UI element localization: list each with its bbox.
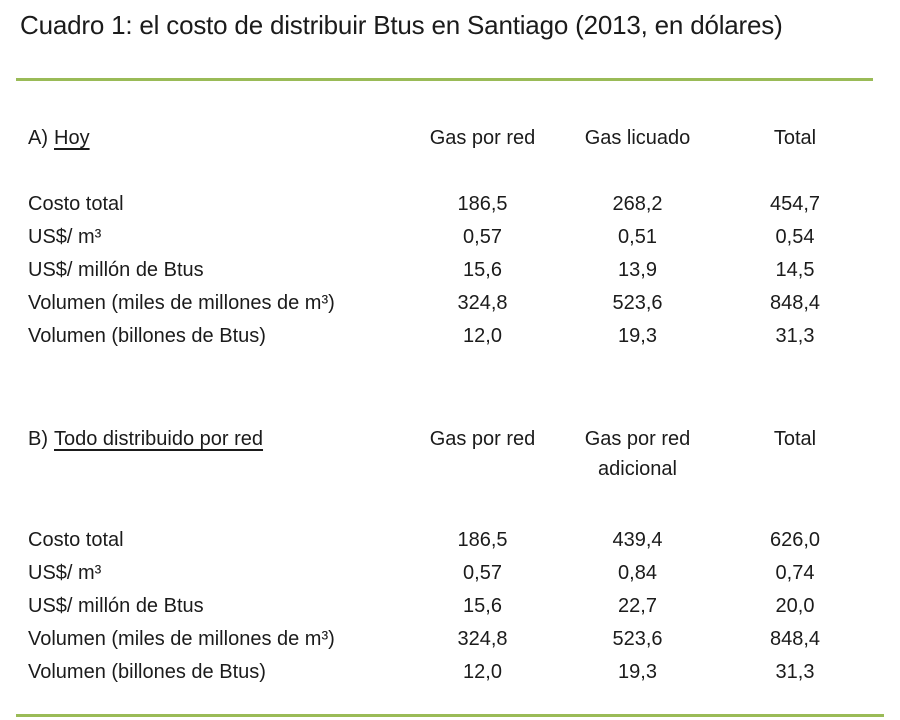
table-b-header-row: B) Todo distribuido por red Gas por red G…	[28, 424, 870, 527]
column-header: Gas por red adicional	[555, 424, 720, 527]
table-row: US$/ m³ 0,57 0,84 0,74	[28, 560, 870, 593]
table-row: US$/ m³ 0,57 0,51 0,54	[28, 224, 870, 257]
table-b: B) Todo distribuido por red Gas por red G…	[28, 424, 870, 692]
row-label: Volumen (billones de Btus)	[28, 661, 266, 683]
table-row: Volumen (miles de millones de m³) 324,8 …	[28, 290, 870, 323]
column-header-line: Gas por red	[429, 127, 536, 149]
table-a: A) Hoy Gas por red Gas licuado Total	[28, 123, 870, 356]
cell-value: 0,84	[618, 562, 657, 584]
section-b-prefix: B)	[28, 428, 48, 450]
row-label: Volumen (billones de Btus)	[28, 325, 266, 347]
row-label: Volumen (miles de millones de m³)	[28, 628, 335, 650]
cell-value: 523,6	[612, 628, 663, 650]
section-a-name: Hoy	[54, 127, 90, 149]
section-b-name: Todo distribuido por red	[54, 428, 264, 450]
cell-value: 0,54	[775, 226, 815, 248]
cell-value: 324,8	[457, 628, 508, 650]
cell-value: 186,5	[457, 529, 508, 551]
column-header: Gas licuado	[555, 123, 720, 191]
cell-value: 12,0	[463, 325, 502, 347]
column-header-line: Gas por red	[584, 428, 691, 450]
row-label: Costo total	[28, 529, 124, 551]
row-label: US$/ m³	[28, 562, 102, 584]
table-row: Volumen (billones de Btus) 12,0 19,3 31,…	[28, 323, 870, 356]
table-row: Costo total 186,5 268,2 454,7	[28, 191, 870, 224]
row-label: US$/ millón de Btus	[28, 595, 204, 617]
cell-value: 22,7	[618, 595, 657, 617]
cell-value: 848,4	[769, 628, 821, 650]
cell-value: 15,6	[463, 259, 502, 281]
cell-value: 15,6	[463, 595, 502, 617]
column-header-line: Total	[773, 127, 817, 149]
column-header-line: adicional	[598, 458, 677, 480]
row-label: US$/ millón de Btus	[28, 259, 204, 281]
cell-value: 848,4	[769, 292, 821, 314]
cell-value: 0,57	[463, 562, 502, 584]
cell-value: 13,9	[618, 259, 657, 281]
cell-value: 0,74	[775, 562, 815, 584]
cell-value: 268,2	[612, 193, 663, 215]
table-row: Volumen (billones de Btus) 12,0 19,3 31,…	[28, 659, 870, 692]
cell-value: 31,3	[775, 325, 815, 347]
column-header-line: Gas por red	[429, 428, 536, 450]
cell-value: 12,0	[463, 661, 502, 683]
cell-value: 454,7	[769, 193, 821, 215]
column-header: Gas por red	[410, 424, 555, 527]
table-row: US$/ millón de Btus 15,6 13,9 14,5	[28, 257, 870, 290]
cell-value: 439,4	[612, 529, 663, 551]
section-a-prefix: A)	[28, 127, 48, 149]
column-header: Total	[720, 424, 870, 527]
cell-value: 0,51	[618, 226, 657, 248]
row-label: US$/ m³	[28, 226, 102, 248]
cell-value: 523,6	[612, 292, 663, 314]
column-header-line: Total	[773, 428, 817, 450]
column-header-line: Gas licuado	[584, 127, 691, 149]
cell-value: 626,0	[769, 529, 821, 551]
cell-value: 0,57	[463, 226, 502, 248]
cell-value: 20,0	[775, 595, 815, 617]
section-a-table: A) Hoy Gas por red Gas licuado Total	[28, 123, 870, 356]
column-header: Gas por red	[410, 123, 555, 191]
table-row: Volumen (miles de millones de m³) 324,8 …	[28, 626, 870, 659]
table-row: Costo total 186,5 439,4 626,0	[28, 527, 870, 560]
cell-value: 324,8	[457, 292, 508, 314]
section-b-heading: B) Todo distribuido por red	[28, 424, 410, 527]
table-row: US$/ millón de Btus 15,6 22,7 20,0	[28, 593, 870, 626]
table-a-header-row: A) Hoy Gas por red Gas licuado Total	[28, 123, 870, 191]
bottom-divider	[16, 714, 884, 717]
cell-value: 19,3	[618, 325, 657, 347]
cell-value: 19,3	[618, 661, 657, 683]
section-b-table: B) Todo distribuido por red Gas por red G…	[28, 424, 870, 692]
cell-value: 14,5	[775, 259, 815, 281]
cell-value: 186,5	[457, 193, 508, 215]
top-divider	[16, 78, 873, 81]
cell-value: 31,3	[775, 661, 815, 683]
column-header: Total	[720, 123, 870, 191]
section-a-heading: A) Hoy	[28, 123, 410, 191]
row-label: Volumen (miles de millones de m³)	[28, 292, 335, 314]
row-label: Costo total	[28, 193, 124, 215]
figure-title: Cuadro 1: el costo de distribuir Btus en…	[20, 10, 783, 40]
